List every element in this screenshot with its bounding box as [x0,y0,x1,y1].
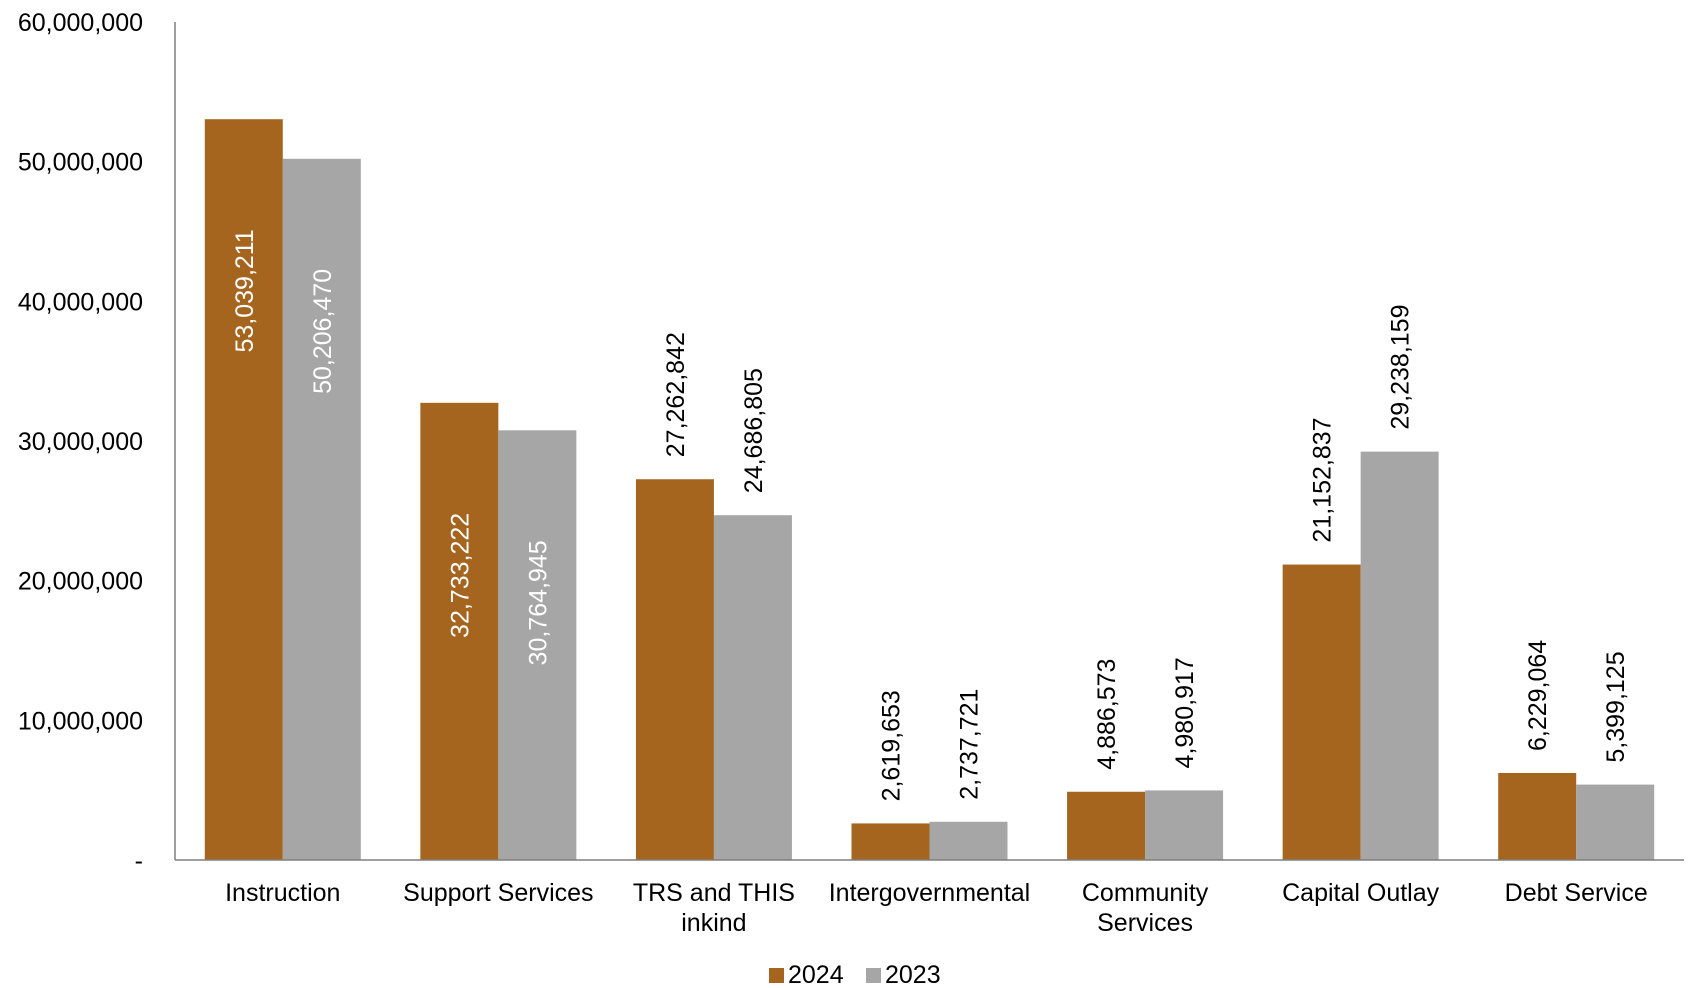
bar-2024 [1498,773,1577,860]
y-tick-label: 40,000,000 [18,288,143,316]
data-labels: 53,039,211 50,206,470 32,733,222 30,764,945… [231,229,1630,801]
data-label: 5,399,125 [1602,651,1630,762]
data-label: 21,152,837 [1309,417,1337,542]
data-label: 32,733,222 [446,513,474,638]
x-axis-categories: Instruction Support Services TRS and THISi… [225,879,1648,937]
category-label: Debt Service [1505,879,1648,907]
bar-2024 [420,402,499,860]
bar-2023 [1576,784,1655,860]
y-tick-label: 20,000,000 [18,568,143,596]
data-label: 27,262,842 [662,332,690,457]
bar-2024 [1282,564,1361,860]
data-label: 53,039,211 [231,229,259,352]
data-label: 24,686,805 [740,368,768,493]
category-label: Capital Outlay [1282,879,1440,907]
data-label: 29,238,159 [1387,305,1415,430]
bar-2024 [851,823,930,860]
data-label: 50,206,470 [309,269,337,394]
legend-label: 2023 [885,961,941,988]
y-tick-label: 50,000,000 [18,149,143,177]
bar-2023 [282,158,361,861]
legend-label: 2024 [788,961,844,988]
data-label: 2,737,721 [956,689,984,800]
category-label: inkind [681,909,746,937]
y-tick-label: 10,000,000 [18,707,143,735]
y-axis-ticks: - 10,000,000 20,000,000 30,000,000 40,000,00… [18,9,143,875]
y-tick-label: 60,000,000 [18,9,143,37]
legend-swatch-2023 [866,968,881,983]
bar-2024 [1067,791,1146,860]
legend: 2024 2023 [769,961,941,988]
y-tick-label: - [135,847,143,875]
bar-2023 [1145,790,1224,860]
data-label: 2,619,653 [878,690,906,801]
bars [204,119,1655,861]
data-label: 4,980,917 [1171,657,1199,768]
bar-2023 [713,515,792,860]
bar-2024 [635,479,714,860]
bar-2023 [498,430,577,860]
y-tick-label: 30,000,000 [18,428,143,456]
legend-swatch-2024 [769,968,784,983]
data-label: 4,886,573 [1093,659,1121,770]
bar-2023 [929,821,1008,860]
category-label: Community [1082,879,1209,907]
bar-2024 [204,119,283,861]
category-label: Support Services [403,879,593,907]
data-label: 6,229,064 [1524,640,1552,751]
category-label: TRS and THIS [633,879,795,907]
data-label: 30,764,945 [524,540,552,665]
axes [174,22,1684,861]
category-label: Instruction [225,879,340,907]
category-label: Intergovernmental [829,879,1031,907]
category-label: Services [1097,909,1193,937]
bar-2023 [1360,451,1439,860]
